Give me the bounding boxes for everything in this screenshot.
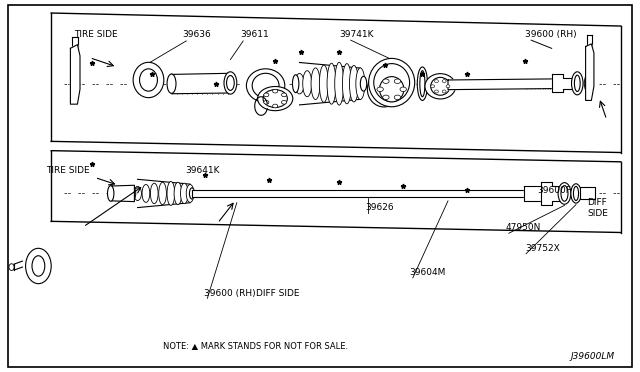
Ellipse shape (561, 186, 568, 201)
Ellipse shape (572, 72, 583, 95)
Ellipse shape (9, 264, 14, 270)
Ellipse shape (442, 80, 446, 83)
Ellipse shape (246, 69, 285, 102)
Ellipse shape (558, 183, 571, 204)
Text: TIRE SIDE: TIRE SIDE (74, 30, 117, 39)
Ellipse shape (252, 73, 279, 98)
Ellipse shape (186, 185, 194, 202)
Ellipse shape (327, 63, 336, 104)
Ellipse shape (32, 256, 45, 276)
Text: 39600 (RH): 39600 (RH) (204, 289, 255, 298)
Text: 39636: 39636 (182, 30, 211, 39)
Text: 39600 (RH): 39600 (RH) (525, 30, 577, 39)
Ellipse shape (150, 183, 158, 203)
Ellipse shape (383, 95, 389, 100)
Ellipse shape (263, 90, 287, 108)
Ellipse shape (349, 65, 358, 102)
Ellipse shape (167, 74, 176, 93)
Polygon shape (524, 186, 544, 201)
Ellipse shape (159, 182, 166, 205)
Text: J39600LM: J39600LM (570, 352, 614, 361)
Ellipse shape (435, 80, 438, 83)
Ellipse shape (282, 93, 287, 97)
Ellipse shape (311, 68, 320, 99)
Ellipse shape (167, 182, 175, 205)
Polygon shape (448, 79, 557, 90)
Ellipse shape (383, 79, 389, 83)
Text: 39611: 39611 (240, 30, 269, 39)
Polygon shape (112, 185, 134, 202)
Polygon shape (552, 74, 573, 92)
Text: 39641K: 39641K (186, 166, 220, 175)
Ellipse shape (224, 72, 237, 94)
Ellipse shape (435, 90, 438, 93)
Text: 47950N: 47950N (506, 224, 541, 232)
Polygon shape (172, 73, 230, 94)
Ellipse shape (174, 182, 182, 205)
Ellipse shape (420, 71, 425, 97)
Ellipse shape (133, 62, 164, 97)
Text: 39626: 39626 (365, 203, 394, 212)
Ellipse shape (131, 187, 136, 200)
Ellipse shape (377, 87, 383, 92)
Polygon shape (580, 187, 595, 199)
Ellipse shape (108, 186, 114, 201)
Text: 39741K: 39741K (339, 30, 374, 39)
Ellipse shape (282, 100, 287, 104)
Text: NOTE: ▲ MARK STANDS FOR NOT FOR SALE.: NOTE: ▲ MARK STANDS FOR NOT FOR SALE. (163, 341, 349, 350)
Ellipse shape (584, 74, 593, 93)
Ellipse shape (360, 76, 367, 91)
Ellipse shape (367, 71, 401, 107)
Ellipse shape (394, 95, 401, 100)
Ellipse shape (573, 186, 579, 201)
Text: 39752X: 39752X (525, 244, 559, 253)
Ellipse shape (189, 188, 195, 199)
Ellipse shape (425, 74, 456, 99)
Ellipse shape (571, 184, 581, 203)
Text: DIFF
SIDE: DIFF SIDE (588, 198, 609, 218)
Text: 39604M: 39604M (410, 268, 446, 277)
Ellipse shape (369, 58, 415, 107)
Ellipse shape (319, 65, 328, 102)
Ellipse shape (264, 100, 269, 104)
Text: TIRE SIDE: TIRE SIDE (46, 166, 90, 175)
Ellipse shape (442, 90, 446, 93)
Ellipse shape (575, 75, 580, 92)
Ellipse shape (335, 62, 344, 105)
Ellipse shape (446, 85, 450, 88)
Ellipse shape (292, 75, 299, 93)
Ellipse shape (431, 85, 435, 88)
Ellipse shape (417, 67, 428, 100)
Polygon shape (192, 190, 525, 197)
Text: 39600F: 39600F (538, 186, 572, 195)
Text: DIFF SIDE: DIFF SIDE (256, 289, 300, 298)
Ellipse shape (142, 185, 150, 202)
Ellipse shape (26, 248, 51, 283)
Polygon shape (586, 44, 594, 100)
Ellipse shape (431, 77, 450, 95)
Polygon shape (541, 182, 560, 205)
Ellipse shape (273, 89, 278, 93)
Ellipse shape (257, 86, 293, 110)
Ellipse shape (342, 64, 351, 104)
Ellipse shape (227, 76, 234, 90)
Ellipse shape (374, 64, 410, 102)
Polygon shape (70, 45, 80, 104)
Ellipse shape (134, 186, 141, 201)
Ellipse shape (264, 93, 269, 97)
Ellipse shape (380, 77, 404, 102)
Ellipse shape (303, 71, 312, 97)
Ellipse shape (356, 68, 365, 99)
Ellipse shape (180, 183, 188, 203)
Ellipse shape (295, 73, 304, 94)
Ellipse shape (400, 87, 406, 92)
Ellipse shape (140, 69, 157, 91)
Ellipse shape (273, 104, 278, 108)
Ellipse shape (394, 79, 401, 83)
